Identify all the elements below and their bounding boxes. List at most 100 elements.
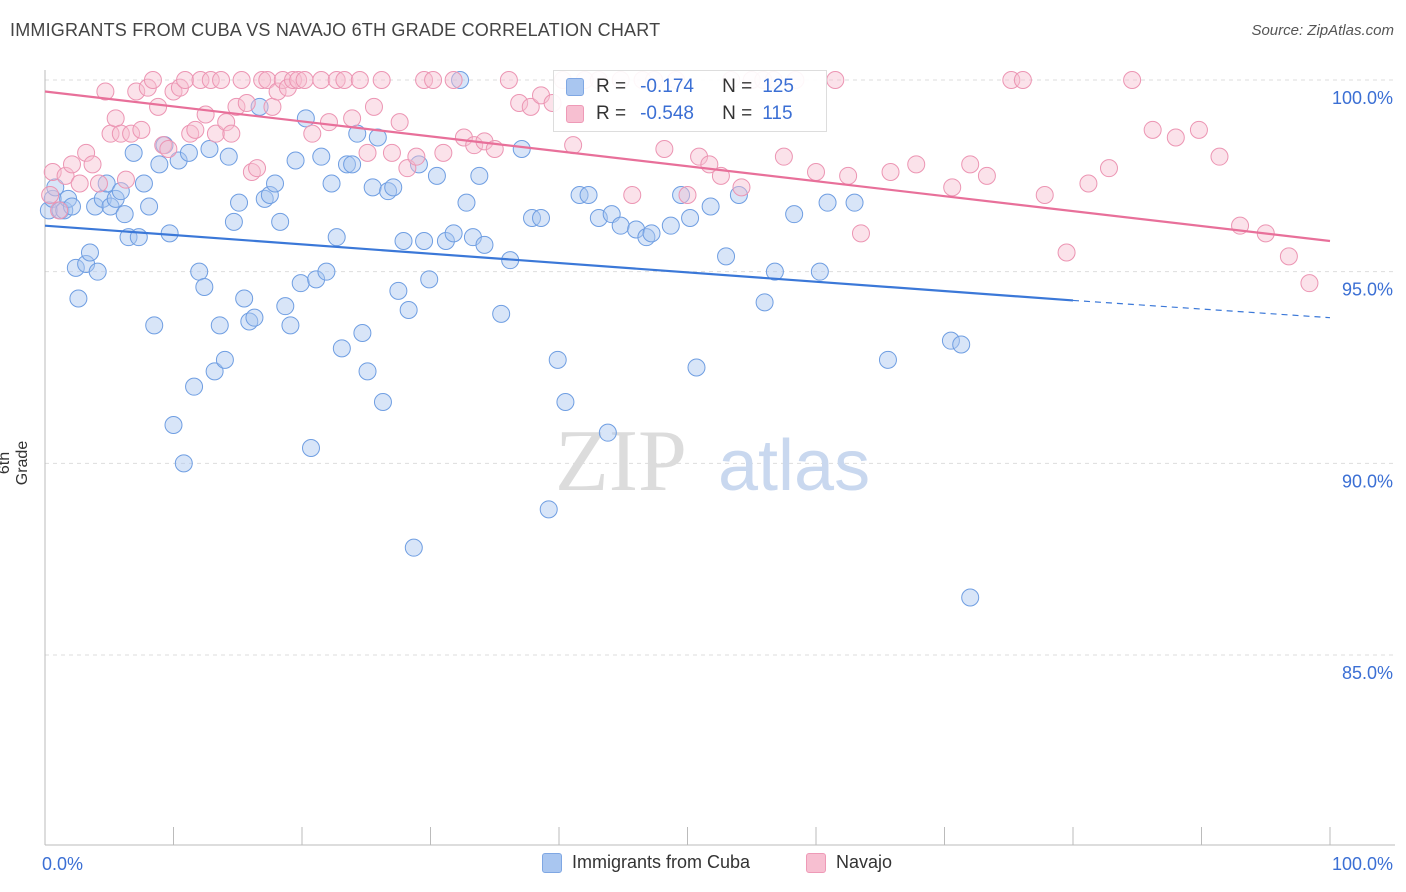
point-navajo: [222, 124, 241, 143]
point-navajo: [122, 124, 141, 143]
point-cuba: [661, 216, 680, 235]
point-cuba: [276, 297, 295, 316]
watermark-atlas: atlas: [718, 426, 870, 506]
point-navajo: [851, 224, 870, 243]
point-navajo: [839, 166, 858, 185]
point-cuba: [389, 281, 408, 300]
point-cuba: [312, 147, 331, 166]
point-cuba: [332, 339, 351, 358]
point-navajo: [50, 201, 69, 220]
point-cuba: [219, 147, 238, 166]
point-cuba: [301, 439, 320, 457]
point-navajo: [206, 124, 225, 143]
point-cuba: [556, 393, 575, 411]
point-cuba: [164, 416, 183, 434]
legend-r-value: -0.548: [640, 103, 694, 124]
y-tick-label: 95.0%: [1342, 280, 1393, 300]
legend-r-label: R =: [596, 103, 627, 124]
point-cuba: [539, 500, 558, 519]
point-cuba: [941, 331, 960, 350]
point-cuba: [134, 174, 153, 193]
point-cuba: [353, 324, 372, 342]
trend-line-navajo: [44, 90, 1331, 243]
point-cuba: [672, 186, 691, 204]
point-cuba: [681, 209, 700, 227]
point-cuba: [124, 143, 143, 162]
y-axis-label: 6th Grade: [0, 440, 31, 486]
legend-swatch-navajo: [806, 852, 826, 873]
point-cuba: [598, 423, 617, 442]
point-navajo: [237, 94, 256, 112]
point-cuba: [271, 212, 290, 231]
point-navajo: [1300, 274, 1319, 293]
point-cuba: [952, 335, 971, 354]
point-cuba: [69, 289, 88, 308]
y-tick-label: 100.0%: [1332, 88, 1393, 108]
point-navajo: [521, 97, 540, 116]
point-cuba: [224, 212, 243, 231]
point-navajo: [227, 97, 246, 116]
point-navajo: [372, 71, 391, 89]
point-navajo: [907, 155, 926, 174]
tick-labels: 85.0% 90.0% 95.0% 100.0% 0.0% 100.0%: [42, 88, 1393, 874]
point-navajo: [319, 113, 338, 132]
point-navajo: [564, 136, 583, 155]
legend-n-label: N =: [722, 76, 753, 97]
point-navajo: [41, 186, 60, 204]
point-navajo: [77, 143, 96, 162]
point-cuba: [317, 262, 336, 281]
point-navajo: [364, 97, 383, 116]
legend-item-cuba[interactable]: Immigrants from Cuba: [542, 852, 750, 873]
point-navajo: [407, 147, 426, 166]
point-cuba: [810, 262, 829, 281]
point-navajo: [116, 170, 135, 189]
point-navajo: [807, 163, 825, 181]
point-navajo: [382, 143, 401, 162]
legend-row-navajo: R = -0.548 N = 115: [566, 103, 793, 125]
point-navajo: [327, 71, 346, 89]
point-navajo: [62, 155, 81, 174]
point-navajo: [881, 163, 900, 181]
point-navajo: [1210, 147, 1229, 166]
point-cuba: [115, 205, 134, 224]
point-navajo: [289, 71, 308, 89]
point-cuba: [404, 538, 423, 557]
point-cuba: [384, 178, 403, 197]
point-cuba: [337, 155, 356, 174]
point-cuba: [642, 224, 661, 243]
legend-label-navajo: Navajo: [836, 852, 893, 872]
point-cuba: [611, 216, 630, 235]
point-cuba: [785, 205, 804, 224]
point-cuba: [532, 209, 551, 227]
point-cuba: [512, 140, 531, 158]
point-navajo: [444, 71, 463, 89]
point-cuba: [579, 186, 598, 204]
point-navajo: [977, 166, 996, 185]
point-navajo: [510, 94, 529, 112]
legend-item-navajo[interactable]: Navajo: [806, 852, 892, 873]
point-navajo: [258, 71, 277, 89]
point-navajo: [1057, 243, 1076, 262]
point-cuba: [415, 232, 434, 250]
point-cuba: [145, 316, 164, 335]
point-cuba: [235, 289, 254, 308]
legend-label-cuba: Immigrants from Cuba: [572, 852, 751, 872]
point-cuba: [307, 270, 326, 289]
point-navajo: [1166, 128, 1185, 147]
point-cuba: [230, 193, 249, 212]
y-tick-label: 85.0%: [1342, 663, 1393, 683]
point-navajo: [1189, 120, 1208, 139]
point-navajo: [268, 82, 287, 101]
point-cuba: [245, 308, 264, 327]
point-cuba: [961, 588, 980, 607]
point-cuba: [205, 362, 224, 381]
point-navajo: [186, 120, 205, 139]
point-navajo: [96, 82, 115, 101]
point-cuba: [420, 270, 439, 289]
point-navajo: [1279, 247, 1298, 266]
point-navajo: [248, 159, 267, 178]
point-navajo: [335, 71, 354, 89]
point-cuba: [765, 262, 784, 281]
point-cuba: [475, 235, 494, 254]
point-cuba: [457, 193, 476, 212]
